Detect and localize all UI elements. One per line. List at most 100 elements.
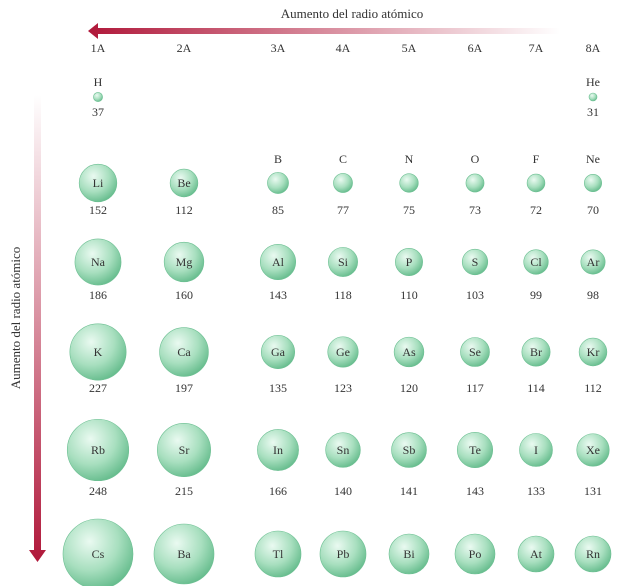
- atom-symbol-br: Br: [530, 345, 542, 359]
- atom-symbol-sb: Sb: [403, 443, 416, 457]
- atom-radius-se: 117: [466, 381, 484, 395]
- atom-sphere-in: [257, 429, 299, 471]
- atom-symbol-si: Si: [338, 255, 349, 269]
- atom-as: As 120: [393, 336, 425, 395]
- atom-sphere-at: [517, 535, 555, 573]
- atom-br: Br 114: [521, 337, 551, 395]
- atom-symbol-in: In: [273, 443, 283, 457]
- atom-symbol-s: S: [472, 255, 479, 269]
- atom-al: Al 143: [259, 243, 297, 302]
- atom-si: Si 118: [328, 247, 358, 302]
- atom-sphere-sb: [391, 432, 427, 468]
- atom-ga: Ga 135: [260, 334, 296, 395]
- atom-symbol-n: N: [405, 152, 414, 166]
- atom-radius-cl: 99: [530, 288, 542, 302]
- atom-sphere-xe: [576, 433, 610, 467]
- atom-rb: Rb 248: [66, 418, 130, 498]
- atom-at: At: [517, 535, 555, 573]
- atom-na: Na 186: [74, 238, 122, 302]
- atom-symbol-kr: Kr: [587, 345, 600, 359]
- atom-te: Te 143: [456, 431, 494, 498]
- atom-symbol-he: He: [586, 75, 600, 89]
- atom-sphere-rb: [66, 418, 130, 482]
- atom-sphere-ba: [153, 523, 215, 585]
- atom-symbol-mg: Mg: [176, 255, 193, 269]
- atom-radius-c: 77: [337, 203, 349, 217]
- atom-be: Be 112: [169, 168, 199, 217]
- atom-sphere-sn: [325, 432, 361, 468]
- group-label-2a: 2A: [177, 41, 192, 55]
- atom-radius-n: 75: [403, 203, 415, 217]
- atom-sr: Sr 215: [157, 423, 211, 498]
- atom-pb: Pb: [319, 530, 367, 578]
- atom-sphere-pb: [319, 530, 367, 578]
- atom-symbol-xe: Xe: [586, 443, 600, 457]
- atom-ca: Ca 197: [159, 327, 209, 395]
- atom-sphere-f: [526, 173, 546, 193]
- atom-ar: Ar 98: [580, 249, 606, 302]
- atom-radius-li: 152: [89, 203, 107, 217]
- atom-symbol-c: C: [339, 152, 347, 166]
- atom-radius-xe: 131: [584, 484, 602, 498]
- group-label-6a: 6A: [468, 41, 483, 55]
- atom-symbol-b: B: [274, 152, 282, 166]
- group-label-3a: 3A: [271, 41, 286, 55]
- atom-sphere-br: [521, 337, 551, 367]
- atom-symbol-rn: Rn: [586, 547, 600, 561]
- atom-sphere-c: [333, 173, 353, 193]
- atom-radius-f: 72: [530, 203, 542, 217]
- atom-sphere-s: [461, 248, 489, 276]
- atom-radius-te: 143: [466, 484, 484, 498]
- atom-sn: Sn 140: [325, 432, 361, 498]
- atom-li: Li 152: [78, 163, 118, 217]
- atom-he: He 31: [586, 75, 600, 119]
- atom-k: K 227: [69, 323, 127, 395]
- atom-symbol-sr: Sr: [179, 443, 190, 457]
- atom-symbol-k: K: [94, 345, 103, 359]
- atom-sphere-mg: [163, 241, 205, 283]
- group-label-4a: 4A: [336, 41, 351, 55]
- vertical-arrow-shape: [29, 95, 46, 562]
- atom-ge: Ge 123: [327, 336, 359, 395]
- vertical-arrow-title: Aumento del radio atómico: [8, 247, 23, 390]
- atom-o: O 73: [465, 152, 485, 217]
- horizontal-arrow-shape: [88, 23, 560, 39]
- atom-sphere-cs: [62, 518, 134, 586]
- atom-h: H 37: [92, 75, 104, 119]
- atom-b: B 85: [267, 152, 289, 217]
- atom-sphere-se: [460, 337, 490, 367]
- group-headers: 1A 2A 3A 4A 5A 6A 7A 8A: [91, 41, 601, 55]
- atom-radius-ga: 135: [269, 381, 287, 395]
- atom-i: I 133: [519, 433, 553, 498]
- atom-f: F 72: [526, 152, 546, 217]
- atom-symbol-po: Po: [469, 547, 482, 561]
- atom-symbol-ge: Ge: [336, 345, 350, 359]
- atom-sphere-n: [399, 173, 419, 193]
- atom-symbol-f: F: [533, 152, 540, 166]
- atom-symbol-be: Be: [177, 176, 190, 190]
- group-label-1a: 1A: [91, 41, 106, 55]
- atom-radius-s: 103: [466, 288, 484, 302]
- atom-symbol-ga: Ga: [271, 345, 286, 359]
- atom-sphere-he: [588, 92, 598, 102]
- atom-sphere-h: [93, 92, 103, 102]
- atom-symbol-ne: Ne: [586, 152, 600, 166]
- group-label-7a: 7A: [529, 41, 544, 55]
- atom-sphere-be: [169, 168, 199, 198]
- atom-symbol-p: P: [406, 255, 413, 269]
- atom-radius-sr: 215: [175, 484, 193, 498]
- atom-radius-ar: 98: [587, 288, 599, 302]
- atom-sphere-o: [465, 173, 485, 193]
- atom-sb: Sb 141: [391, 432, 427, 498]
- atom-radius-kr: 112: [584, 381, 602, 395]
- atom-radius-na: 186: [89, 288, 107, 302]
- atom-sphere-li: [78, 163, 118, 203]
- atom-radius-sb: 141: [400, 484, 418, 498]
- atom-symbol-al: Al: [272, 255, 285, 269]
- atom-radius-ge: 123: [334, 381, 352, 395]
- atom-sphere-k: [69, 323, 127, 381]
- atom-radius-b: 85: [272, 203, 284, 217]
- atom-sphere-as: [393, 336, 425, 368]
- atom-sphere-na: [74, 238, 122, 286]
